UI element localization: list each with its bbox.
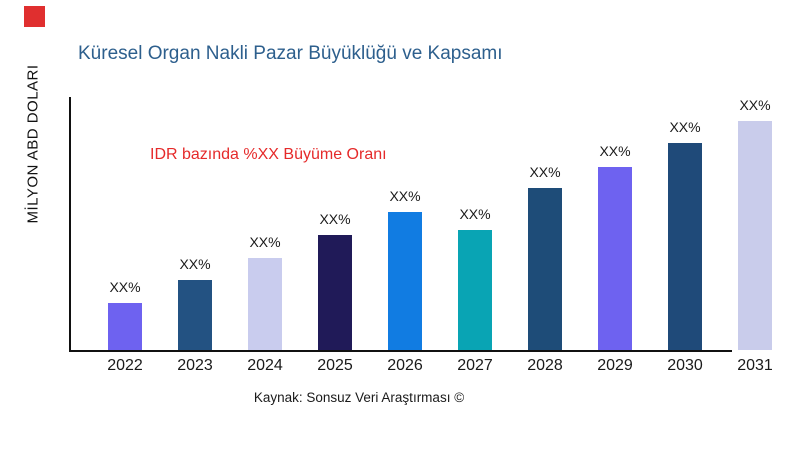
x-tick-label-2027: 2027 bbox=[457, 357, 493, 374]
bar-2027 bbox=[458, 230, 492, 350]
bar-value-label-2022: XX% bbox=[109, 279, 141, 295]
x-tick-label-2028: 2028 bbox=[527, 357, 563, 374]
x-tick-label-2029: 2029 bbox=[597, 357, 633, 374]
source-note: Kaynak: Sonsuz Veri Araştırması © bbox=[253, 390, 465, 405]
bar-value-label-2023: XX% bbox=[179, 256, 211, 272]
y-axis-line bbox=[69, 97, 71, 352]
bar-2022 bbox=[108, 303, 142, 350]
x-tick-label-2024: 2024 bbox=[247, 357, 283, 374]
x-tick-label-2025: 2025 bbox=[317, 357, 353, 374]
bar-2031 bbox=[738, 121, 772, 350]
bar-value-label-2024: XX% bbox=[249, 234, 281, 250]
bar-value-label-2031: XX% bbox=[739, 97, 771, 113]
chart-title: Küresel Organ Nakli Pazar Büyüklüğü ve K… bbox=[78, 43, 503, 64]
bar-2024 bbox=[248, 258, 282, 350]
bar-2026 bbox=[388, 212, 422, 350]
bar-2025 bbox=[318, 235, 352, 350]
x-tick-label-2023: 2023 bbox=[177, 357, 213, 374]
bar-value-label-2025: XX% bbox=[319, 211, 351, 227]
x-axis-line bbox=[69, 350, 732, 352]
bar-2030 bbox=[668, 143, 702, 350]
red-square-logo bbox=[24, 6, 45, 27]
x-tick-label-2031: 2031 bbox=[737, 357, 773, 374]
bar-value-label-2027: XX% bbox=[459, 206, 491, 222]
bar-value-label-2029: XX% bbox=[599, 143, 631, 159]
bar-value-label-2026: XX% bbox=[389, 188, 421, 204]
bar-2023 bbox=[178, 280, 212, 350]
bar-2029 bbox=[598, 167, 632, 350]
x-tick-label-2030: 2030 bbox=[667, 357, 703, 374]
growth-annotation: IDR bazında %XX Büyüme Oranı bbox=[150, 146, 387, 163]
x-tick-label-2026: 2026 bbox=[387, 357, 423, 374]
y-axis-label: MİLYON ABD DOLARI bbox=[24, 64, 42, 224]
bar-value-label-2028: XX% bbox=[529, 164, 561, 180]
bar-value-label-2030: XX% bbox=[669, 119, 701, 135]
x-tick-label-2022: 2022 bbox=[107, 357, 143, 374]
bar-2028 bbox=[528, 188, 562, 350]
